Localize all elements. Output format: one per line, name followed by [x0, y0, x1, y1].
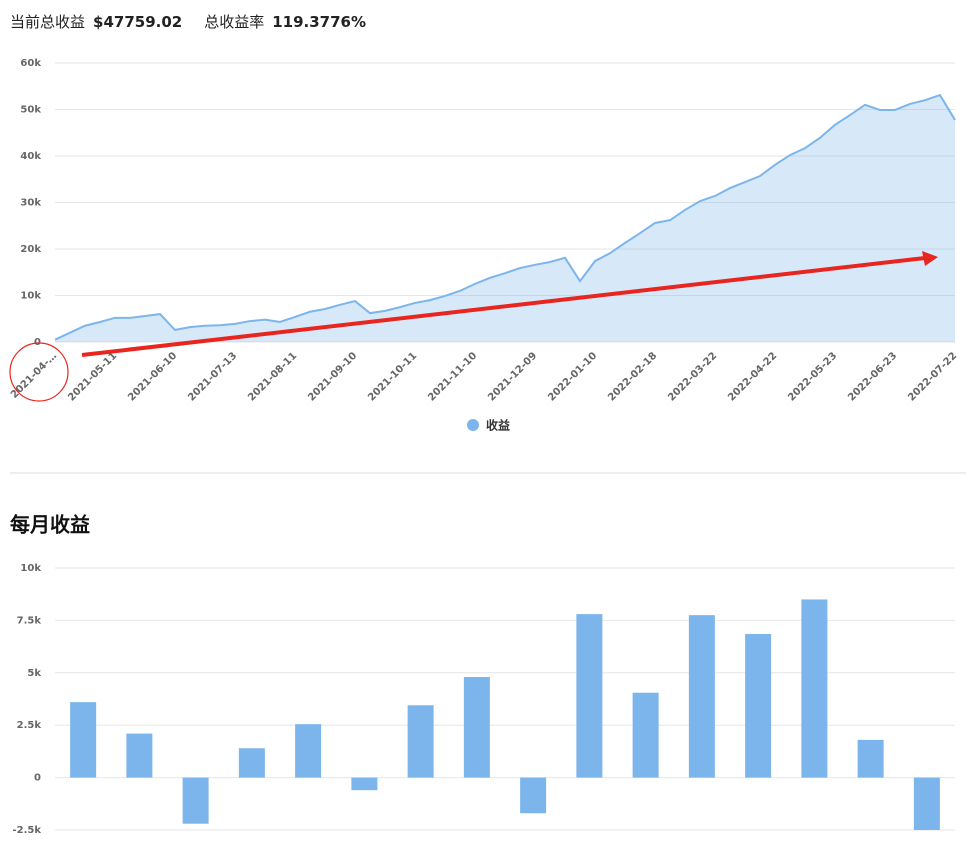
- x-tick-label: 2021-05-11: [66, 350, 119, 403]
- legend-swatch: [467, 419, 479, 431]
- y-tick-label: 7.5k: [17, 615, 42, 626]
- y-tick-label: 0: [34, 773, 41, 784]
- y-tick-label: 5k: [27, 668, 41, 679]
- bar: [913, 777, 940, 830]
- x-tick-label: 2022-05-23: [786, 350, 839, 403]
- x-tick-label: 2022-02-18: [606, 350, 659, 403]
- x-tick-label: 2022-06-23: [846, 350, 899, 403]
- rate-label: 总收益率: [204, 13, 265, 31]
- bar: [295, 724, 322, 778]
- total-label: 当前总收益: [10, 13, 86, 31]
- line: [54, 93, 956, 341]
- bar: [70, 702, 97, 778]
- bar: [126, 733, 153, 778]
- y-tick-label: 2.5k: [17, 720, 42, 731]
- x-tick-label: 2021-11-10: [426, 350, 479, 403]
- x-tick-label: 2022-07-22: [906, 350, 959, 403]
- bar: [182, 777, 209, 824]
- x-tick-label: 2021-12-09: [486, 350, 539, 403]
- y-tick-label: 40k: [20, 151, 41, 162]
- annotation-circle: [9, 342, 69, 402]
- y-tick-label: 30k: [20, 198, 41, 209]
- x-tick-label: 2022-03-22: [666, 350, 719, 403]
- x-tick-label: 2021-08-11: [246, 350, 299, 403]
- bar: [632, 692, 659, 778]
- bar: [351, 777, 378, 791]
- bar: [463, 676, 490, 778]
- bar: [801, 599, 828, 778]
- bar: [857, 739, 884, 778]
- x-tick-label: 2021-07-13: [186, 350, 239, 403]
- bar: [745, 634, 772, 778]
- y-tick-label: 10k: [20, 563, 41, 574]
- x-tick-label: 2021-06-10: [126, 350, 179, 403]
- y-tick-label: 50k: [20, 105, 41, 116]
- bar: [407, 705, 434, 778]
- y-tick-label: 60k: [20, 58, 41, 69]
- x-tick-label: 2022-01-10: [546, 350, 599, 403]
- y-tick-label: 20k: [20, 244, 41, 255]
- x-tick-label: 2022-04-22: [726, 350, 779, 403]
- summary: 当前总收益 $47759.02 总收益率 119.3776%: [10, 11, 388, 32]
- x-tick-label: 2021-10-11: [366, 350, 419, 403]
- rate-value: 119.3776%: [272, 13, 367, 31]
- x-tick-label: 2021-09-10: [306, 350, 359, 403]
- bar: [238, 748, 265, 778]
- legend-label: 收益: [486, 418, 510, 433]
- bar: [688, 615, 715, 778]
- annotation-arrowhead: [922, 251, 938, 266]
- y-tick-label: -2.5k: [12, 825, 41, 836]
- bar: [520, 777, 547, 814]
- bar: [576, 614, 603, 778]
- y-tick-label: 10k: [20, 291, 41, 302]
- total-value: $47759.02: [93, 13, 183, 31]
- annotation-arrow: [81, 256, 926, 357]
- chart-title: 每月收益: [10, 513, 90, 537]
- x-tick-label: 2021-04-…: [9, 350, 59, 400]
